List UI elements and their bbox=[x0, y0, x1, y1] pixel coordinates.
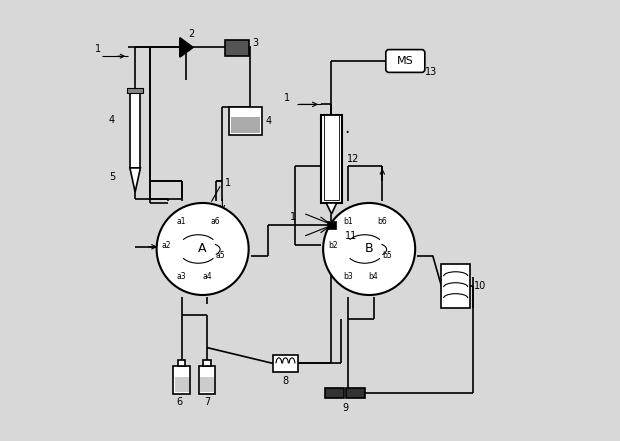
Text: b3: b3 bbox=[343, 272, 353, 280]
FancyBboxPatch shape bbox=[386, 49, 425, 72]
Bar bbox=[326, 389, 343, 398]
Text: a6: a6 bbox=[211, 217, 221, 226]
Text: b6: b6 bbox=[378, 217, 387, 226]
Text: MS: MS bbox=[397, 56, 414, 66]
Text: 5: 5 bbox=[109, 172, 115, 182]
Text: 11: 11 bbox=[345, 231, 357, 241]
Bar bbox=[173, 366, 190, 394]
Text: 13: 13 bbox=[425, 67, 438, 76]
Text: 4: 4 bbox=[108, 115, 115, 125]
Bar bbox=[200, 377, 214, 392]
Text: 6: 6 bbox=[176, 397, 182, 407]
Bar bbox=[127, 88, 143, 93]
Text: b1: b1 bbox=[343, 217, 353, 226]
Text: a5: a5 bbox=[215, 251, 225, 260]
Text: 1: 1 bbox=[290, 212, 296, 222]
Text: b5: b5 bbox=[382, 251, 392, 260]
Circle shape bbox=[323, 203, 415, 295]
Text: a4: a4 bbox=[202, 272, 212, 280]
Bar bbox=[175, 377, 188, 392]
Bar bbox=[441, 264, 470, 308]
Polygon shape bbox=[180, 38, 193, 57]
Bar bbox=[324, 116, 339, 200]
Text: a1: a1 bbox=[177, 217, 187, 226]
Bar bbox=[224, 40, 249, 56]
Text: 1: 1 bbox=[95, 44, 102, 54]
Text: b4: b4 bbox=[369, 272, 378, 280]
Text: 3: 3 bbox=[252, 38, 259, 49]
Bar bbox=[231, 117, 260, 133]
Bar bbox=[321, 116, 342, 203]
Text: .: . bbox=[345, 120, 350, 138]
Text: b2: b2 bbox=[329, 241, 338, 250]
Text: 4: 4 bbox=[265, 116, 272, 126]
Text: 7: 7 bbox=[204, 397, 210, 407]
Bar bbox=[130, 93, 140, 168]
Text: a2: a2 bbox=[162, 241, 172, 250]
Text: 1: 1 bbox=[224, 178, 231, 188]
Text: 1: 1 bbox=[284, 93, 290, 103]
Bar bbox=[273, 355, 298, 372]
Text: 2: 2 bbox=[188, 29, 195, 39]
Text: 10: 10 bbox=[474, 281, 485, 291]
Polygon shape bbox=[326, 203, 337, 214]
Polygon shape bbox=[130, 168, 140, 192]
Text: 8: 8 bbox=[282, 376, 288, 386]
Text: a3: a3 bbox=[177, 272, 187, 280]
Bar bbox=[203, 360, 211, 366]
Circle shape bbox=[157, 203, 249, 295]
Bar bbox=[178, 360, 185, 366]
Bar bbox=[229, 107, 262, 135]
Bar bbox=[347, 389, 365, 398]
Bar bbox=[327, 220, 336, 229]
Text: 9: 9 bbox=[342, 403, 348, 413]
Text: 12: 12 bbox=[347, 154, 360, 164]
Text: A: A bbox=[198, 243, 207, 255]
Text: B: B bbox=[365, 243, 373, 255]
Bar bbox=[198, 366, 215, 394]
